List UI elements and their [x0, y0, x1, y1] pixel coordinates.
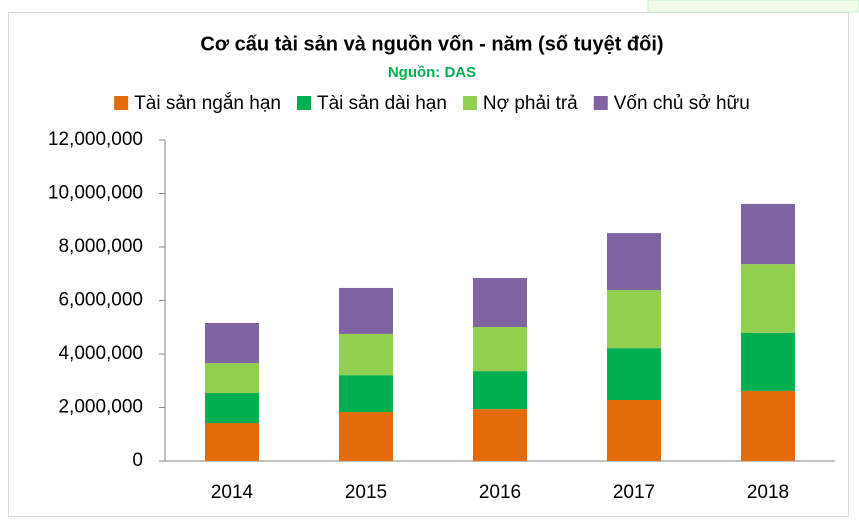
legend-swatch [462, 96, 477, 110]
legend-swatch [593, 96, 608, 110]
bar-segment [607, 400, 661, 461]
bar-segment [607, 233, 661, 291]
decor-box [647, 0, 859, 13]
y-tick-label: 4,000,000 [58, 343, 143, 364]
bar-segment [741, 264, 795, 333]
y-tick-label: 10,000,000 [48, 183, 143, 204]
y-tick-label: 0 [132, 450, 143, 471]
legend-label: Tài sản ngắn hạn [134, 92, 281, 114]
x-tick-label: 2016 [479, 482, 521, 503]
x-tick-label: 2017 [613, 482, 655, 503]
bar-segment [473, 409, 527, 461]
bar-segment [339, 412, 393, 461]
chart-frame [8, 12, 849, 517]
bar-segment [205, 363, 259, 394]
bar-segment [607, 290, 661, 349]
chart-subtitle: Nguồn: DAS [388, 64, 476, 81]
bar-segment [741, 390, 795, 461]
bar-segment [205, 393, 259, 424]
legend-swatch [296, 96, 311, 110]
legend-swatch [114, 96, 129, 110]
x-tick-label: 2014 [211, 482, 254, 503]
x-tick-label: 2015 [345, 482, 387, 503]
y-tick-label: 6,000,000 [58, 290, 143, 311]
chart-title: Cơ cấu tài sản và nguồn vốn - năm (số tu… [200, 33, 663, 55]
bar-segment [607, 348, 661, 401]
bar-segment [741, 332, 795, 391]
y-tick-label: 8,000,000 [58, 236, 143, 257]
bar-segment [741, 203, 795, 265]
bar-segment [205, 423, 259, 461]
bar-segment [473, 326, 527, 372]
bar-segment [339, 333, 393, 376]
bar-segment [339, 287, 393, 334]
legend-label: Vốn chủ sở hữu [614, 93, 750, 114]
y-tick-label: 12,000,000 [48, 129, 143, 150]
bar-segment [473, 371, 527, 410]
bar-segment [339, 375, 393, 413]
legend-label: Tài sản dài hạn [317, 93, 447, 114]
bar-segment [205, 322, 259, 364]
legend-label: Nợ phải trả [483, 93, 578, 114]
x-tick-label: 2018 [747, 482, 789, 503]
bar-segment [473, 278, 527, 327]
y-tick-label: 2,000,000 [58, 397, 143, 418]
